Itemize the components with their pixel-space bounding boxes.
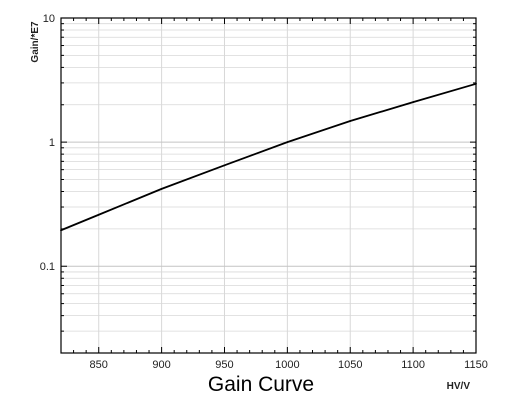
y-tick-label: 10 <box>43 13 55 25</box>
axes <box>60 17 477 354</box>
x-tick-label: 1100 <box>401 359 425 371</box>
gain-curve-point <box>160 187 163 190</box>
gain-curve-point <box>97 213 100 216</box>
y-axis-label: Gain/*E7 <box>30 21 41 63</box>
x-tick-label: 950 <box>215 359 233 371</box>
y-tick-label: 1 <box>49 137 55 149</box>
gain-curve-line <box>60 82 477 232</box>
x-tick-label: 1150 <box>464 359 488 371</box>
gain-curve-point <box>349 120 352 122</box>
x-tick-label: 1050 <box>338 359 362 371</box>
y-tick-label: 0.1 <box>40 261 55 273</box>
gain-curve-point <box>412 101 415 104</box>
chart-title: Gain Curve <box>208 373 314 396</box>
x-axis-label: HV/V <box>447 381 471 392</box>
x-tick-label: 900 <box>152 359 170 371</box>
gain-curve-point <box>286 141 289 144</box>
ticks: 850 900 950 1000 1050 1100 1150 0.1 1 10 <box>40 13 488 371</box>
x-tick-label: 1000 <box>275 359 299 371</box>
gain-curve-point <box>223 164 226 167</box>
plot-frame <box>60 17 477 354</box>
labels: Gain/*E7 HV/V Gain Curve <box>30 21 470 396</box>
grid <box>61 17 476 354</box>
x-tick-label: 850 <box>90 359 108 371</box>
